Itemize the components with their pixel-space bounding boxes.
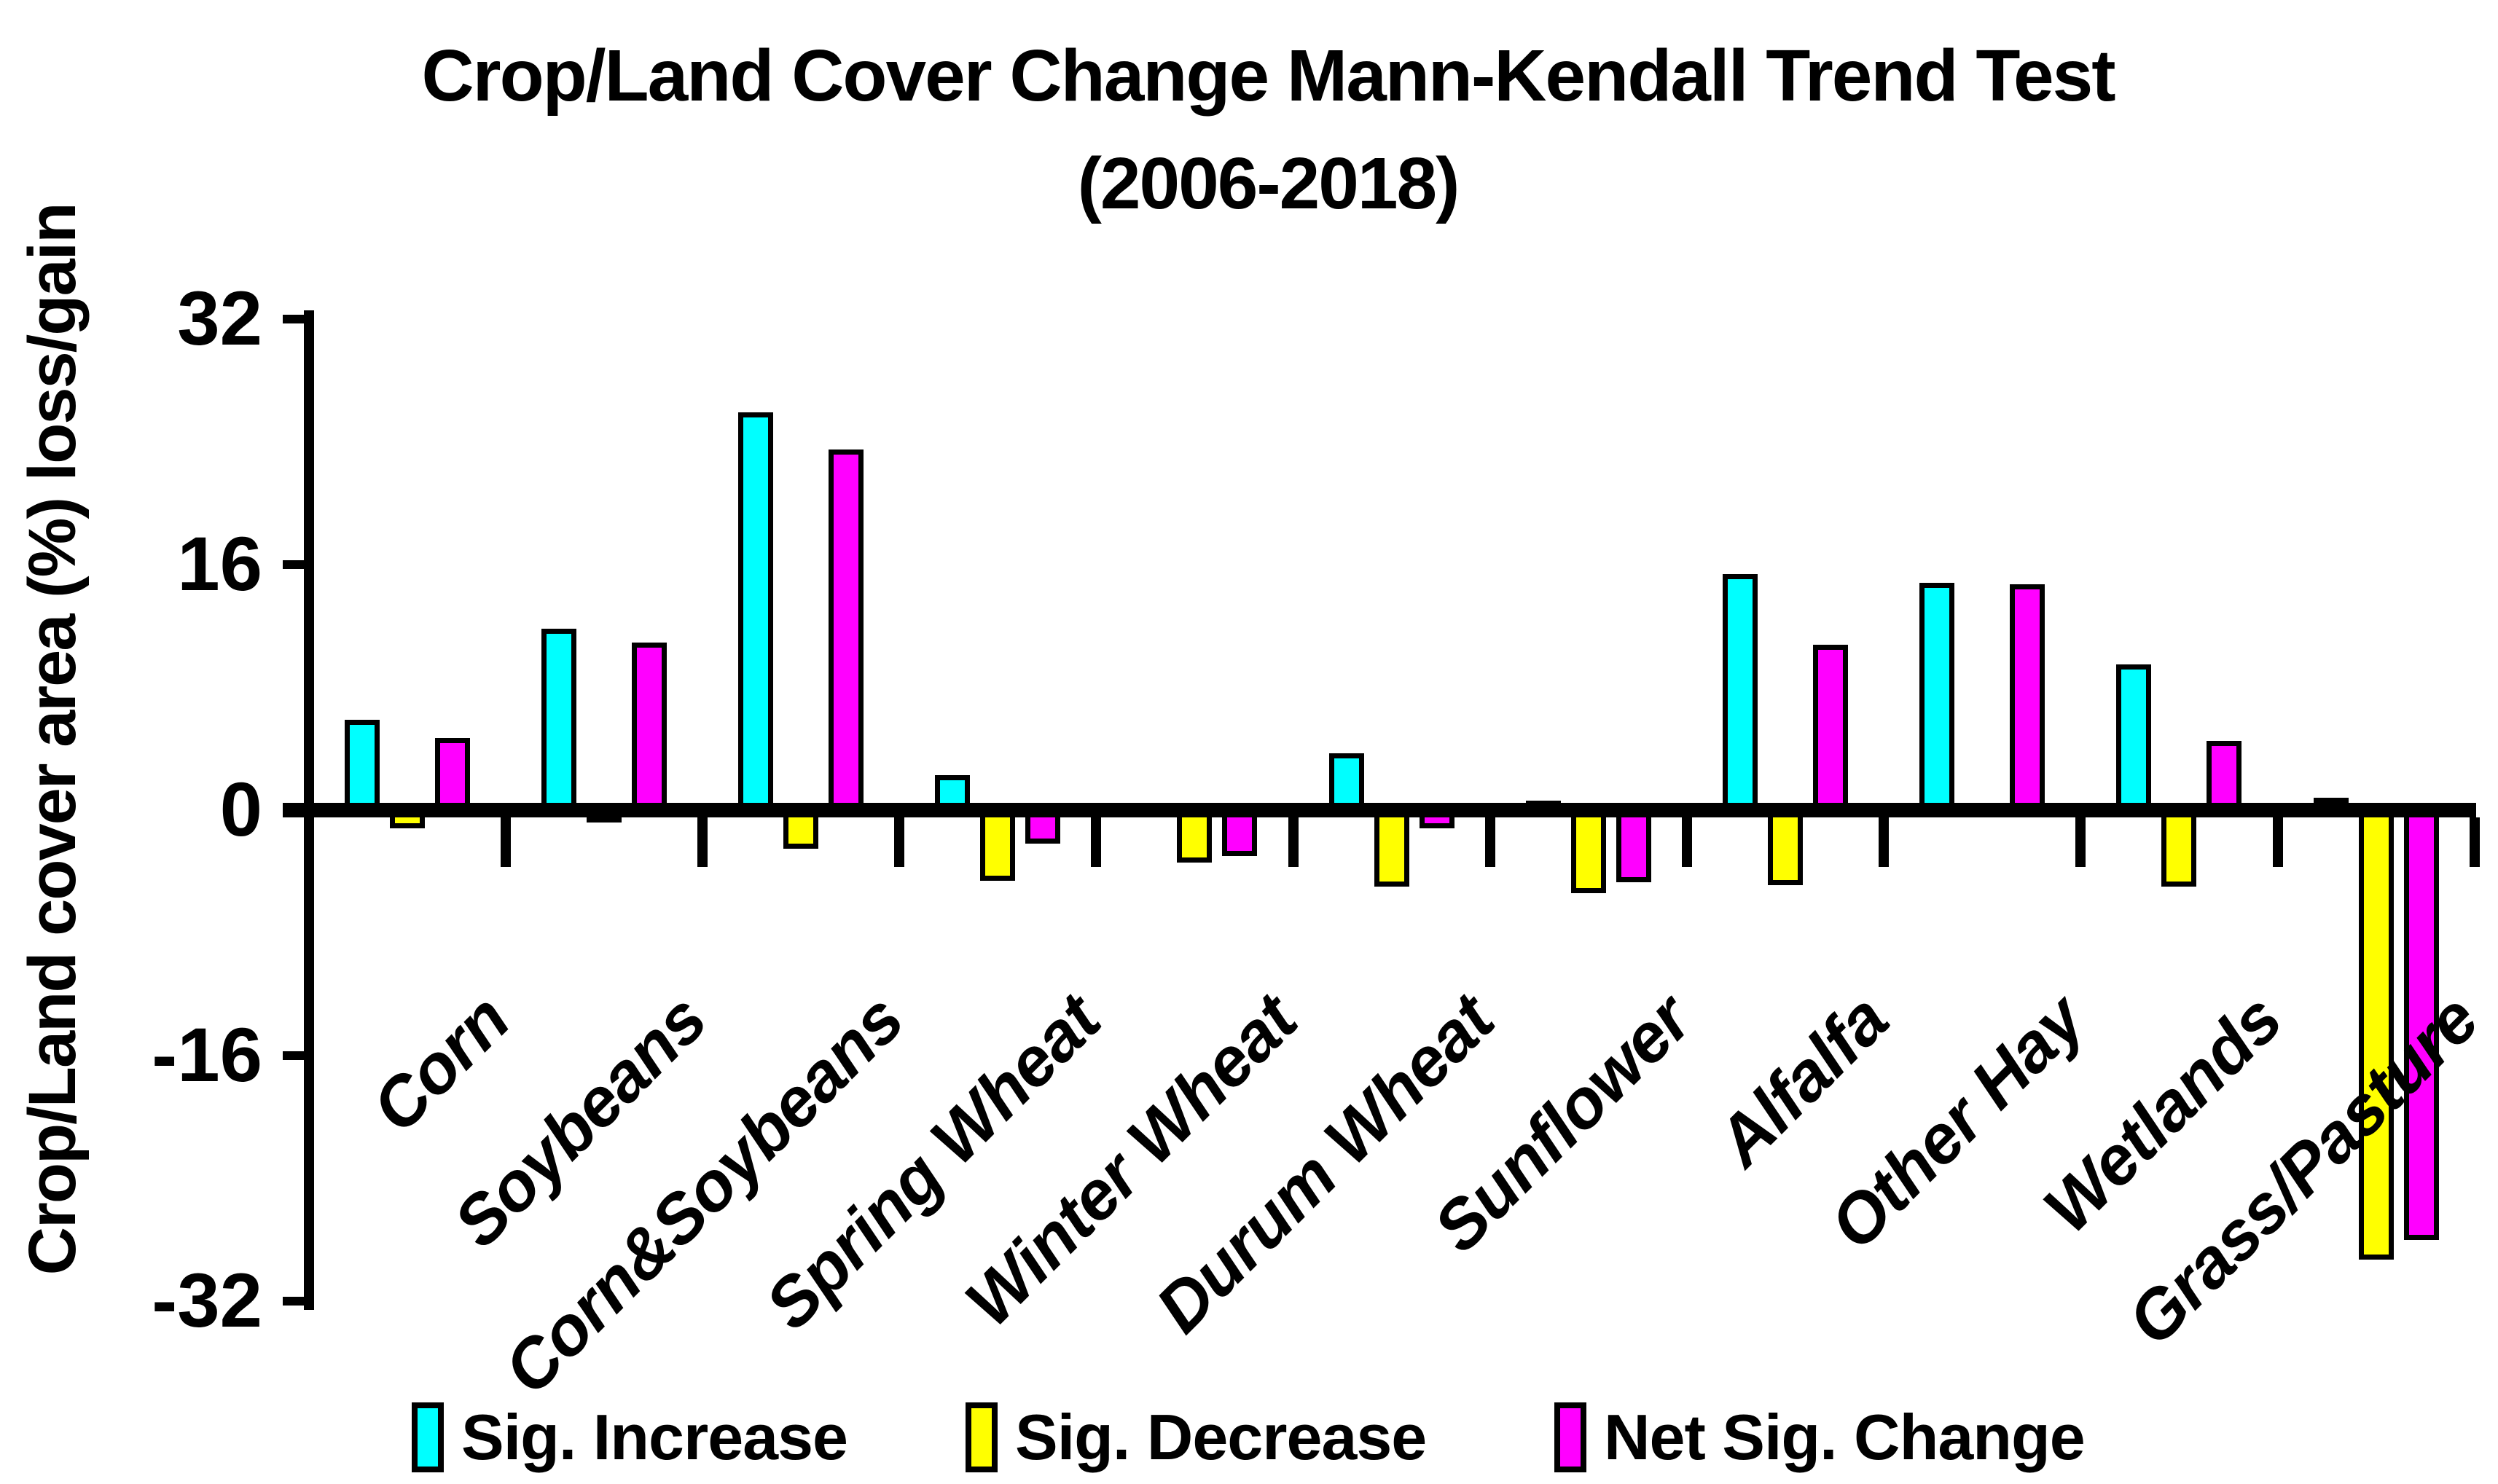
category-boundary-tick: [2469, 817, 2480, 867]
category-boundary-tick: [1681, 817, 1692, 867]
y-tick-32: [283, 315, 305, 323]
category-boundary-tick: [1288, 817, 1299, 867]
category-boundary-tick: [1484, 817, 1495, 867]
y-tick-label-32: 32: [177, 276, 262, 361]
bar-sig-increase-other-hay: [1919, 583, 1955, 817]
chart-subtitle: (2006-2018): [1077, 143, 1460, 224]
legend-label-sig-decrease: Sig. Decrease: [1015, 1401, 1427, 1473]
bar-sig-increase-corn: [344, 719, 380, 817]
legend-swatch-net-sig-change: [1554, 1402, 1586, 1472]
chart-title: Crop/Land Cover Change Mann-Kendall Tren…: [421, 35, 2115, 117]
bar-sig-increase-alfalfa: [1723, 573, 1758, 817]
category-boundary-tick: [2272, 817, 2283, 867]
y-tick-label--16: -16: [152, 1013, 262, 1098]
y-tick--16: [283, 1051, 305, 1060]
y-tick-label--32: -32: [152, 1258, 262, 1343]
legend-label-net-sig-change: Net Sig. Change: [1604, 1401, 2086, 1473]
bar-sig-increase-soybeans: [541, 629, 576, 817]
category-boundary-tick: [2075, 817, 2086, 867]
category-label-durum-wheat: Durum Wheat: [1141, 980, 1509, 1348]
y-tick-label-16: 16: [177, 522, 262, 607]
x-axis-line: [283, 803, 2476, 817]
legend-swatch-sig-decrease: [966, 1402, 998, 1472]
category-boundary-tick: [1091, 817, 1102, 867]
y-tick-16: [283, 560, 305, 569]
category-label-corn: Corn: [357, 980, 525, 1147]
category-boundary-tick: [500, 817, 511, 867]
bar-net-sig-change-other-hay: [2010, 584, 2045, 817]
bar-sig-decrease-sunflower: [1570, 803, 1606, 893]
bar-net-sig-change-grass-pasture: [2403, 803, 2439, 1240]
category-label-spring-wheat: Spring Wheat: [751, 980, 1115, 1345]
bar-net-sig-change-alfalfa: [1813, 644, 1848, 817]
category-boundary-tick: [697, 817, 708, 867]
category-boundary-tick: [303, 817, 314, 867]
legend-swatch-sig-increase: [412, 1402, 444, 1472]
bar-sig-increase-wetlands: [2116, 664, 2152, 817]
category-boundary-tick: [1879, 817, 1890, 867]
chart-title-block: Crop/Land Cover Change Mann-Kendall Tren…: [291, 22, 2244, 237]
y-tick-label-0: 0: [219, 767, 262, 852]
y-tick-0: [283, 806, 305, 814]
bar-net-sig-change-soybeans: [631, 643, 667, 817]
category-boundary-tick: [894, 817, 905, 867]
y-tick--32: [283, 1297, 305, 1306]
bar-sig-increase-corn-soybeans: [738, 412, 773, 817]
bar-net-sig-change-corn-soybeans: [829, 449, 864, 817]
legend-label-sig-increase: Sig. Increase: [461, 1401, 848, 1473]
